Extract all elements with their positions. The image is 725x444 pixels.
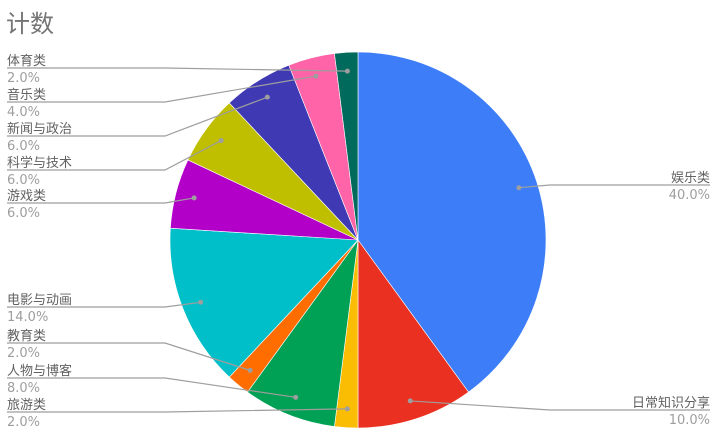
leader-dot [247, 367, 253, 373]
slice-label: 教育类 [7, 328, 46, 344]
slice-percent: 8.0% [7, 381, 40, 396]
slice-percent: 2.0% [7, 346, 40, 361]
slice-percent: 4.0% [7, 105, 40, 120]
pie-slice-1 [357, 239, 469, 429]
pie-slice-0 [357, 51, 547, 393]
slice-label: 日常知识分享 [632, 395, 710, 411]
slice-percent: 10.0% [669, 413, 710, 428]
slice-percent: 40.0% [669, 188, 710, 203]
leader-line [7, 408, 348, 413]
slice-label: 人物与博客 [7, 363, 72, 379]
leader-line [7, 377, 296, 398]
slice-percent: 14.0% [7, 310, 48, 325]
slice-percent: 6.0% [7, 139, 40, 154]
leader-line [7, 197, 195, 204]
leader-dot [344, 68, 350, 74]
slice-percent: 2.0% [7, 71, 40, 86]
leader-line [7, 75, 317, 103]
leader-line [410, 400, 710, 411]
leader-dot [313, 73, 319, 79]
leader-dot [198, 299, 204, 305]
slice-label: 新闻与政治 [7, 121, 72, 137]
leader-line [7, 301, 201, 308]
chart-title: 计数 [6, 10, 54, 38]
leader-dot [218, 138, 224, 144]
leader-line [7, 67, 348, 72]
slice-label: 体育类 [7, 53, 46, 69]
slice-percent: 6.0% [7, 206, 40, 221]
leader-line [7, 96, 268, 137]
pie-slice-10 [334, 51, 359, 241]
slice-label: 旅游类 [7, 398, 46, 413]
leader-line [7, 140, 222, 171]
leader-line [518, 184, 710, 189]
leader-dot [407, 398, 413, 404]
slice-label: 娱乐类 [671, 171, 710, 186]
leader-line [7, 342, 251, 371]
pie-slice-3 [247, 239, 359, 427]
pie-slice-5 [169, 227, 359, 378]
leader-dot [344, 406, 350, 412]
slice-percent: 2.0% [7, 415, 40, 430]
slice-label: 科学与技术 [7, 155, 72, 171]
leader-dot [191, 195, 197, 201]
leader-dot [516, 185, 522, 191]
slice-label: 游戏类 [7, 189, 46, 204]
leader-dot [264, 94, 270, 100]
slice-percent: 6.0% [7, 173, 40, 188]
slice-label: 音乐类 [7, 87, 46, 103]
leader-dot [293, 394, 299, 400]
slice-label: 电影与动画 [7, 293, 72, 308]
